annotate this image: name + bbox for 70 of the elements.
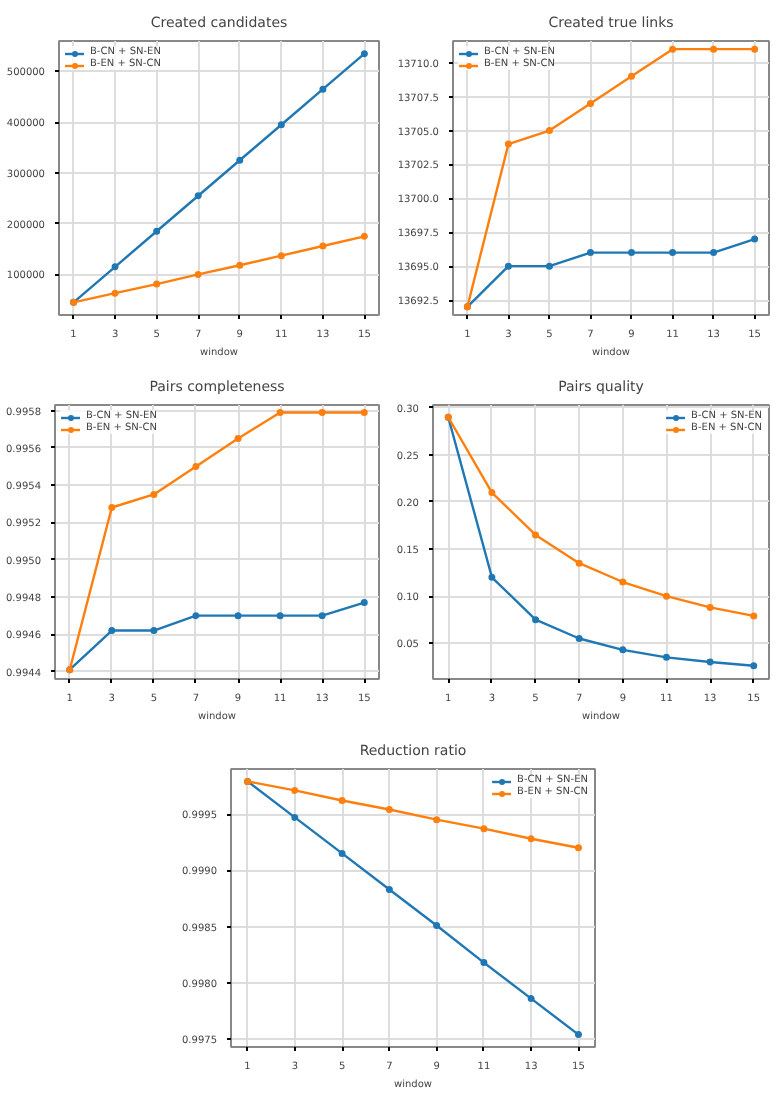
point [291, 813, 299, 821]
point [545, 262, 553, 270]
point [532, 531, 540, 539]
point [480, 959, 488, 967]
point [662, 592, 670, 600]
point [150, 490, 158, 498]
point [234, 435, 242, 443]
point [527, 835, 535, 843]
point [662, 653, 670, 661]
point [236, 156, 244, 164]
point [194, 270, 202, 278]
point [318, 612, 326, 620]
point [194, 192, 202, 200]
point [751, 45, 759, 53]
point [108, 627, 116, 635]
point [385, 885, 393, 893]
point [575, 635, 583, 643]
point [360, 232, 368, 240]
point [277, 252, 285, 260]
point [504, 262, 512, 270]
point [586, 99, 594, 107]
point [706, 603, 714, 611]
point [319, 85, 327, 93]
point [628, 72, 636, 80]
point [433, 921, 441, 929]
point [669, 45, 677, 53]
point [234, 612, 242, 620]
point [291, 786, 299, 794]
point [504, 140, 512, 148]
point [319, 242, 327, 250]
point [276, 612, 284, 620]
point [532, 616, 540, 624]
point [750, 612, 758, 620]
point [710, 45, 718, 53]
point [153, 280, 161, 288]
point [153, 227, 161, 235]
point [669, 249, 677, 257]
point [480, 825, 488, 833]
point [360, 599, 368, 607]
point [488, 489, 496, 497]
point [488, 573, 496, 581]
point [628, 249, 636, 257]
point [338, 849, 346, 857]
point [545, 127, 553, 135]
point [619, 578, 627, 586]
point [236, 261, 244, 269]
point [586, 249, 594, 257]
point [574, 844, 582, 852]
point [751, 235, 759, 243]
point [276, 408, 284, 416]
point [108, 504, 116, 512]
point [318, 408, 326, 416]
point [192, 463, 200, 471]
point [360, 50, 368, 58]
point [710, 249, 718, 257]
point [750, 662, 758, 670]
point [574, 1031, 582, 1039]
point [385, 806, 393, 814]
point [150, 627, 158, 635]
point [277, 121, 285, 129]
point [192, 612, 200, 620]
point [619, 646, 627, 654]
point [338, 797, 346, 805]
point [111, 289, 119, 297]
point [111, 263, 119, 271]
point [360, 408, 368, 416]
point [575, 559, 583, 567]
point [433, 816, 441, 824]
point [706, 658, 714, 666]
point [527, 995, 535, 1003]
